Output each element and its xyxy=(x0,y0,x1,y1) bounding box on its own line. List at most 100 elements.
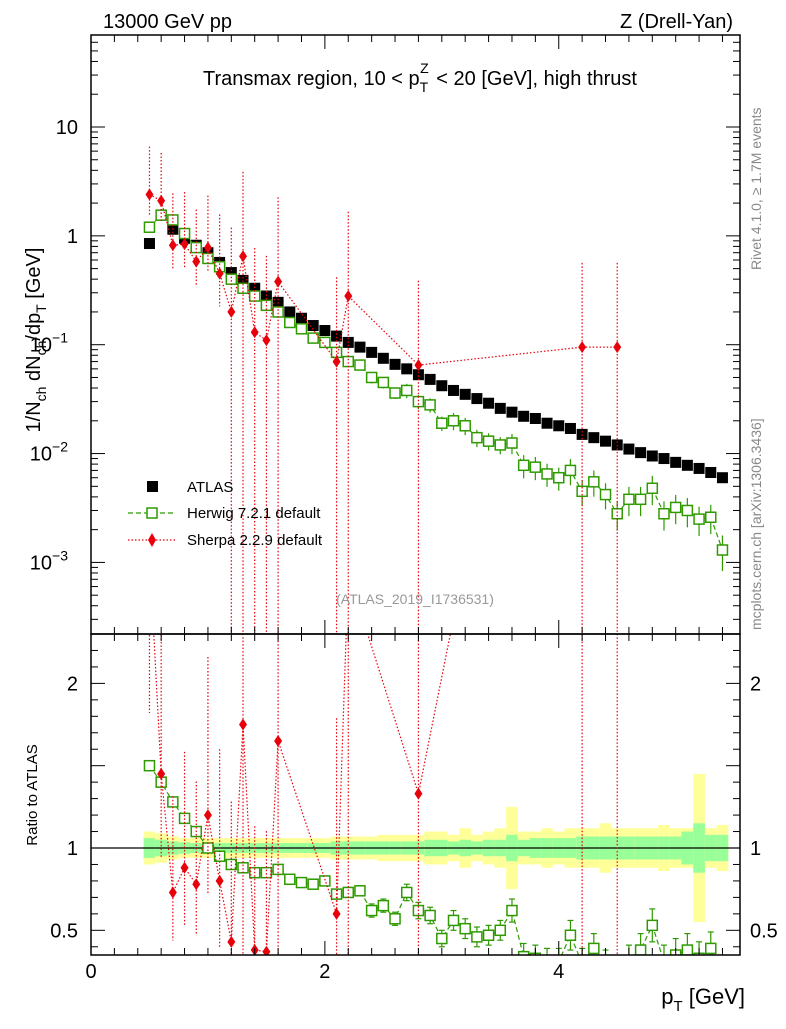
ratio-plot-frame xyxy=(90,633,741,956)
herwig-point xyxy=(167,214,179,226)
herwig-ratio-point xyxy=(506,904,518,917)
atlas-point xyxy=(284,306,296,318)
y-tick-base: 10 xyxy=(30,552,52,574)
herwig-ratio-point xyxy=(624,957,634,967)
legend: ATLAS Herwig 7.2.1 default Sherpa 2.2.9 … xyxy=(128,479,323,549)
ratio-tick-label-left: 2 xyxy=(67,673,78,695)
sherpa-ratio-point xyxy=(192,878,201,891)
sherpa-point xyxy=(192,255,201,268)
ratio-tick-label-right: 0.5 xyxy=(750,920,778,942)
herwig-ratio-point xyxy=(646,919,659,932)
atlas-point xyxy=(225,267,237,279)
herwig-point xyxy=(716,544,729,556)
sherpa-ratio-point xyxy=(157,767,166,780)
atlas-point xyxy=(389,358,401,370)
ratio-marks xyxy=(143,634,717,980)
sherpa-point xyxy=(180,238,189,251)
herwig-ratio-point xyxy=(260,866,273,879)
atlas-point xyxy=(471,393,483,405)
atlas-point xyxy=(331,330,343,342)
herwig-point xyxy=(377,376,390,389)
herwig-ratio-point xyxy=(143,759,156,772)
herwig-ratio-point xyxy=(436,932,448,945)
herwig-point xyxy=(307,332,319,344)
legend-herwig-label: Herwig 7.2.1 default xyxy=(187,505,321,522)
herwig-point xyxy=(389,387,401,399)
herwig-point xyxy=(272,306,284,318)
herwig-ratio-point xyxy=(424,909,436,922)
ratio-axis-label-text: Ratio to ATLAS xyxy=(24,744,41,845)
herwig-point xyxy=(541,468,553,480)
atlas-point xyxy=(564,422,576,434)
atlas-point xyxy=(143,238,155,250)
rivet-label-text: Rivet 4.1.0, ≥ 1.7M events xyxy=(748,107,764,270)
herwig-ratio-point xyxy=(634,944,647,955)
herwig-point xyxy=(342,355,355,368)
herwig-ratio-point xyxy=(237,862,249,874)
herwig-point xyxy=(623,493,635,506)
sherpa-point xyxy=(414,359,423,372)
herwig-ratio-point xyxy=(564,929,577,941)
herwig-point xyxy=(634,493,647,506)
atlas-point xyxy=(635,447,647,459)
herwig-ratio-point xyxy=(389,913,401,925)
y-tick-base: 10 xyxy=(56,117,78,139)
atlas-point xyxy=(529,412,541,424)
legend-atlas-marker xyxy=(147,481,158,492)
main-marks xyxy=(143,146,729,634)
atlas-point xyxy=(693,462,705,474)
legend-atlas-label: ATLAS xyxy=(187,479,233,496)
herwig-ratio-point xyxy=(588,942,600,955)
herwig-point xyxy=(225,273,238,285)
mcplots-label-text: mcplots.cern.ch [arXiv:1306.3436] xyxy=(748,418,764,630)
sherpa-ratio-point xyxy=(227,935,236,948)
herwig-point xyxy=(190,241,202,254)
herwig-point xyxy=(400,384,413,397)
atlas-point xyxy=(494,402,506,414)
y-tick-base: 10 xyxy=(30,335,52,357)
sherpa-ratio-point xyxy=(414,787,423,800)
herwig-ratio-point xyxy=(577,958,587,968)
herwig-point xyxy=(517,459,530,472)
sherpa-point xyxy=(578,341,587,354)
herwig-ratio-point xyxy=(202,842,214,854)
atlas-point xyxy=(705,466,717,478)
herwig-point xyxy=(588,476,600,488)
rivet-label: Rivet 4.1.0, ≥ 1.7M events xyxy=(748,107,764,270)
title-prefix: Transmax region, 10 < p xyxy=(203,68,420,90)
herwig-ratio-point xyxy=(517,950,530,955)
herwig-ratio-point xyxy=(295,876,308,889)
sherpa-point xyxy=(613,341,622,354)
ratio-axis-label: Ratio to ATLAS xyxy=(24,744,41,845)
x-tick-label: 0 xyxy=(85,961,96,983)
y-tick-label: 1 xyxy=(67,226,78,248)
herwig-ratio-point xyxy=(681,944,694,955)
herwig-ratio-point xyxy=(471,931,483,943)
y-axis-label-text: 1/Nch dNch/dpT [GeV] xyxy=(23,248,49,433)
title-suffix: < 20 [GeV], high thrust xyxy=(431,68,638,90)
herwig-ratio-point xyxy=(542,957,552,967)
atlas-point xyxy=(448,384,460,396)
y-tick-label: 10−3 xyxy=(30,547,68,574)
herwig-ratio-point xyxy=(612,970,622,980)
herwig-point xyxy=(564,464,577,477)
atlas-point xyxy=(670,456,682,468)
herwig-point xyxy=(599,488,612,501)
atlas-point xyxy=(295,312,307,324)
atlas-point xyxy=(600,435,612,447)
herwig-ratio-point xyxy=(319,875,331,887)
ratio-tick-label-right: 1 xyxy=(750,838,761,860)
sherpa-point xyxy=(239,250,248,263)
herwig-point xyxy=(459,420,471,432)
sherpa-line xyxy=(149,193,618,366)
herwig-point xyxy=(611,507,623,520)
herwig-point xyxy=(482,435,495,447)
herwig-point xyxy=(506,437,518,449)
herwig-ratio-point xyxy=(659,957,669,967)
herwig-ratio-point xyxy=(705,942,717,955)
ratio-tick-label-left: 0.5 xyxy=(50,920,78,942)
y-tick-exponent: −1 xyxy=(52,330,68,346)
legend-sherpa-marker xyxy=(148,533,156,547)
ratio-tick-label-left: 1 xyxy=(67,838,78,860)
sherpa-ratio-point xyxy=(262,945,271,955)
